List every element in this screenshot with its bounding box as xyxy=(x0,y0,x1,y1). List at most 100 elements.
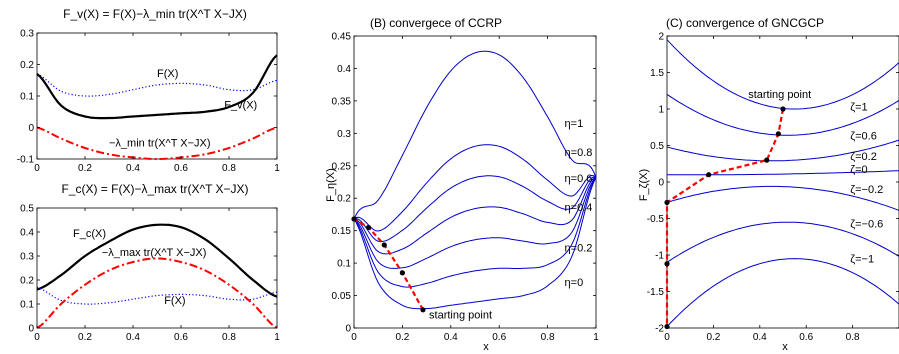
x-tick-label: 0.6 xyxy=(174,332,188,343)
y-tick-label: 0 xyxy=(345,324,351,335)
panel-ccrp-ylabel: F_η(X) xyxy=(325,168,337,202)
y-tick-label: 0.1 xyxy=(20,300,34,311)
x-tick-label: 0.4 xyxy=(126,163,140,174)
series-label: η=1 xyxy=(565,118,584,130)
x-tick-label: 1 xyxy=(593,332,599,343)
series-label: ζ=0.2 xyxy=(850,151,877,163)
y-tick-label: 0.15 xyxy=(332,226,352,237)
path-point xyxy=(764,157,770,163)
x-tick-label: 0.6 xyxy=(174,163,188,174)
panel-ccrp-frame xyxy=(353,35,597,329)
y-tick-label: -0.1 xyxy=(17,155,35,166)
series-line-2 xyxy=(36,257,278,329)
path-point xyxy=(399,270,405,276)
annotation-label: F(X) xyxy=(157,68,178,80)
series-label: ζ=−1 xyxy=(850,253,874,265)
annotation-label: −λ_max tr(X^T X−JX) xyxy=(102,247,207,259)
series-label: η=0 xyxy=(565,277,584,289)
x-tick-label: 0.8 xyxy=(222,163,236,174)
y-tick-label: 1 xyxy=(658,105,664,116)
eta-curve xyxy=(353,50,597,220)
y-tick-label: 0.3 xyxy=(337,129,351,140)
x-tick-label: 0.2 xyxy=(78,163,92,174)
x-tick-label: 0 xyxy=(664,332,670,343)
y-tick-label: 0.1 xyxy=(337,259,351,270)
x-tick-label: 0.8 xyxy=(846,332,860,343)
y-tick-label: -0.5 xyxy=(647,214,665,225)
series-line-1 xyxy=(36,54,278,120)
eta-curve xyxy=(353,177,597,310)
series-label: η=0.6 xyxy=(565,173,593,185)
panel-ccrp: (B) convergece of CCRP x F_η(X) 0 0.2 0.4 0… xyxy=(325,16,599,353)
y-tick-label: 0.2 xyxy=(20,276,34,287)
panel-fc: F_c(X) = F(X)−λ_max tr(X^T X−JX) 0 0.2 0.4… xyxy=(20,182,280,343)
path-point xyxy=(365,224,372,231)
path-point xyxy=(381,242,387,248)
y-tick-label: 1.5 xyxy=(650,68,664,79)
x-tick-label: 0 xyxy=(34,163,40,174)
y-tick-label: 0.3 xyxy=(20,29,34,40)
y-tick-label: 2 xyxy=(658,32,664,43)
x-tick-label: 0.2 xyxy=(78,332,92,343)
series-line-0 xyxy=(36,223,278,298)
y-tick-label: 0.5 xyxy=(20,204,34,215)
y-tick-label: -1.5 xyxy=(647,287,665,298)
panel-gncgcp-ylabel: F_ζ(X) xyxy=(638,169,650,201)
path-point xyxy=(775,131,781,137)
series-label: ζ=0 xyxy=(850,164,867,176)
y-tick-label: 0.35 xyxy=(332,96,352,107)
panel-gncgcp-xlabel: x xyxy=(782,341,788,353)
zeta-curve xyxy=(667,170,899,176)
y-tick-label: 0.2 xyxy=(20,60,34,71)
series-line-0 xyxy=(36,73,278,97)
panel-fc-title: F_c(X) = F(X)−λ_max tr(X^T X−JX) xyxy=(61,182,248,196)
eta-curve xyxy=(353,177,597,269)
convergence-path xyxy=(665,108,785,327)
panel-gncgcp: (C) convergence of GNCGCP x F_ζ(X) 0 0.2 0… xyxy=(638,16,899,353)
path-point xyxy=(664,261,670,267)
eta-curve xyxy=(353,177,597,255)
x-tick-label: 0.6 xyxy=(799,332,813,343)
y-tick-label: 0 xyxy=(658,178,664,189)
annotation-label: F_v(X) xyxy=(224,100,257,112)
x-tick-label: 0.2 xyxy=(395,332,409,343)
x-tick-label: 0.4 xyxy=(444,332,458,343)
series-label: ζ=−0.6 xyxy=(850,218,883,230)
series-label: η=0.4 xyxy=(565,202,593,214)
series-label: ζ=−0.2 xyxy=(850,184,883,196)
x-tick-label: 0 xyxy=(34,332,40,343)
zeta-curve xyxy=(666,93,899,136)
path-point xyxy=(351,216,357,222)
y-tick-label: 0.5 xyxy=(650,141,664,152)
series-label: η=0.8 xyxy=(565,147,593,159)
x-tick-label: 0.4 xyxy=(126,332,140,343)
series-label: ζ=1 xyxy=(850,101,867,113)
starting-point-label: starting point xyxy=(748,89,811,101)
path-point xyxy=(706,172,712,178)
x-tick-label: 0 xyxy=(351,332,357,343)
y-tick-label: 0.3 xyxy=(20,252,34,263)
y-tick-label: 0 xyxy=(28,324,34,335)
annotation-label: −λ_min tr(X^T X−JX) xyxy=(109,137,211,149)
series-label: ζ=0.6 xyxy=(850,131,877,143)
zeta-curve xyxy=(666,258,899,327)
series-label: η=0.2 xyxy=(565,242,593,254)
starting-point-label: starting point xyxy=(429,309,492,321)
path-point xyxy=(664,199,670,206)
x-tick-label: 0.2 xyxy=(706,332,720,343)
annotation-label: F(X) xyxy=(164,295,185,307)
x-tick-label: 0.4 xyxy=(753,332,767,343)
x-tick-label: 0.8 xyxy=(541,332,555,343)
panel-gncgcp-title: (C) convergence of GNCGCP xyxy=(666,16,824,30)
y-tick-label: 0.2 xyxy=(337,194,351,205)
eta-curve xyxy=(353,144,597,232)
panel-fv: F_v(X) = F(X)−λ_min tr(X^T X−JX) 0 0.2 0.4… xyxy=(17,7,280,174)
series-line-2 xyxy=(36,126,278,160)
annotation-label: F_c(X) xyxy=(73,228,106,240)
panel-ccrp-title: (B) convergece of CCRP xyxy=(370,16,502,30)
y-tick-label: 0.05 xyxy=(332,291,352,302)
x-tick-label: 0.6 xyxy=(492,332,506,343)
panel-fc-frame xyxy=(36,207,278,329)
x-tick-label: 1 xyxy=(274,163,280,174)
